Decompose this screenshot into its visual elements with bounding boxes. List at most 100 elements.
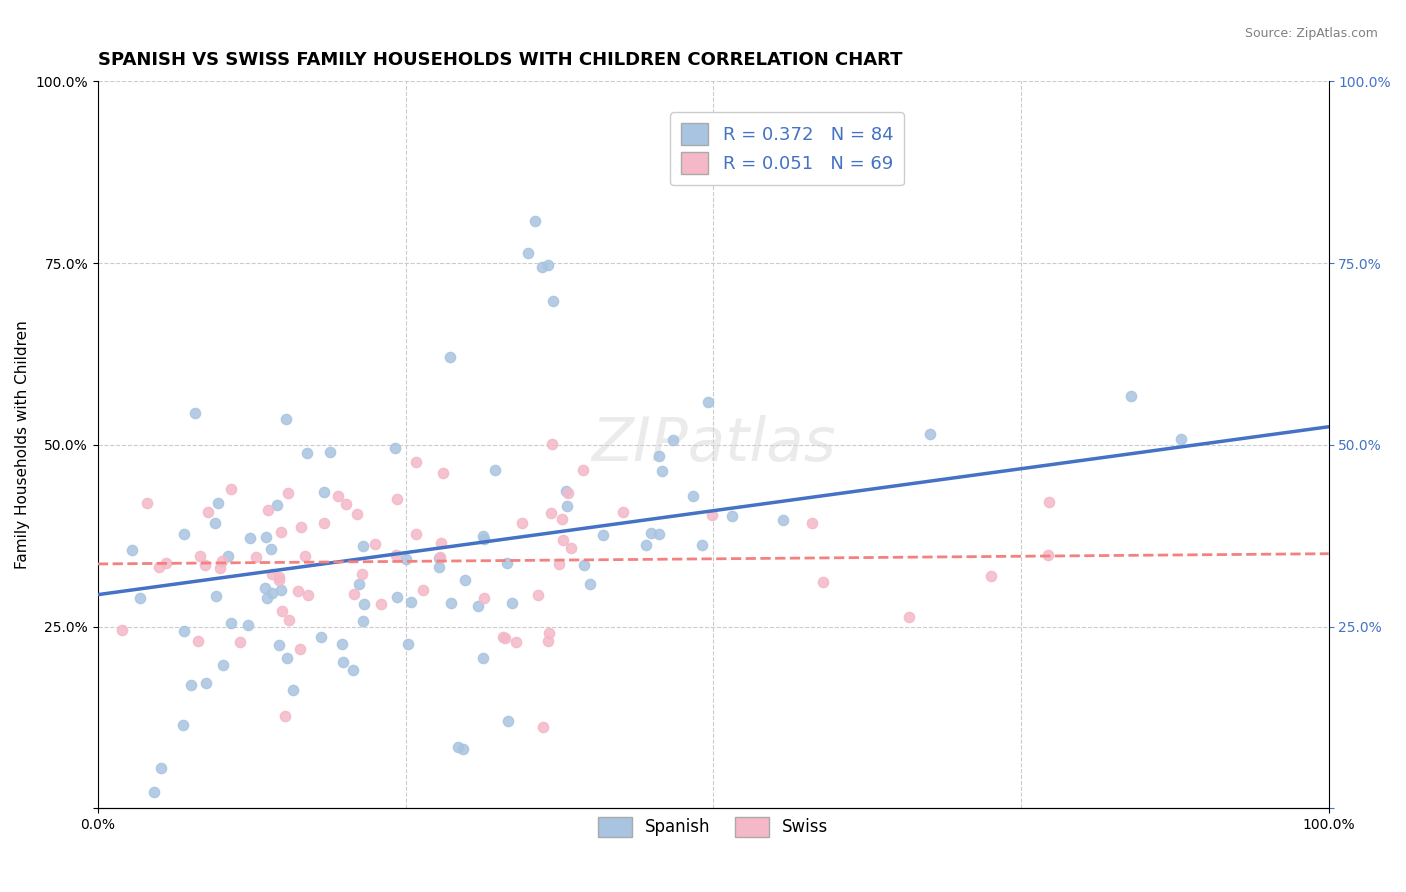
- Point: [347, 577, 370, 591]
- Point: [211, 554, 233, 568]
- Point: [405, 455, 427, 469]
- Point: [384, 548, 406, 562]
- Point: [467, 599, 489, 613]
- Point: [194, 558, 217, 573]
- Point: [384, 442, 406, 456]
- Point: [555, 484, 578, 499]
- Point: [472, 591, 495, 605]
- Point: [297, 588, 319, 602]
- Point: [290, 519, 312, 533]
- Point: [342, 663, 364, 677]
- Text: Source: ZipAtlas.com: Source: ZipAtlas.com: [1244, 27, 1378, 40]
- Point: [195, 676, 218, 690]
- Point: [353, 615, 375, 629]
- Point: [412, 583, 434, 598]
- Point: [212, 658, 235, 673]
- Point: [328, 489, 350, 503]
- Point: [276, 412, 298, 426]
- Point: [557, 486, 579, 500]
- Point: [772, 513, 794, 527]
- Point: [471, 529, 494, 543]
- Point: [484, 463, 506, 477]
- Point: [172, 718, 194, 732]
- Point: [353, 597, 375, 611]
- Point: [495, 556, 517, 570]
- Point: [217, 549, 239, 564]
- Point: [427, 550, 450, 565]
- Point: [690, 538, 713, 552]
- Point: [537, 633, 560, 648]
- Point: [343, 587, 366, 601]
- Point: [266, 498, 288, 512]
- Point: [501, 596, 523, 610]
- Point: [696, 394, 718, 409]
- Point: [319, 445, 342, 459]
- Point: [918, 426, 941, 441]
- Point: [121, 543, 143, 558]
- Point: [352, 539, 374, 553]
- Point: [405, 527, 427, 541]
- Point: [572, 463, 595, 477]
- Point: [204, 516, 226, 530]
- Point: [432, 466, 454, 480]
- Point: [510, 516, 533, 531]
- Point: [184, 406, 207, 420]
- Point: [274, 709, 297, 723]
- Point: [346, 507, 368, 521]
- Point: [395, 552, 418, 566]
- Point: [541, 437, 564, 451]
- Point: [267, 570, 290, 584]
- Point: [238, 618, 260, 632]
- Point: [572, 558, 595, 573]
- Point: [269, 639, 291, 653]
- Point: [399, 595, 422, 609]
- Point: [290, 642, 312, 657]
- Point: [188, 549, 211, 563]
- Point: [439, 350, 461, 364]
- Point: [547, 557, 569, 571]
- Point: [385, 492, 408, 507]
- Point: [429, 550, 451, 565]
- Point: [260, 586, 283, 600]
- Point: [721, 509, 744, 524]
- Point: [396, 637, 419, 651]
- Point: [311, 630, 333, 644]
- Point: [682, 489, 704, 503]
- Point: [332, 655, 354, 669]
- Point: [648, 450, 671, 464]
- Point: [149, 761, 172, 775]
- Point: [524, 214, 547, 228]
- Point: [560, 541, 582, 555]
- Point: [662, 433, 685, 447]
- Point: [312, 516, 335, 530]
- Point: [180, 678, 202, 692]
- Point: [239, 531, 262, 545]
- Point: [592, 528, 614, 542]
- Point: [270, 583, 292, 598]
- Point: [385, 590, 408, 604]
- Point: [494, 631, 516, 645]
- Point: [260, 566, 283, 581]
- Point: [612, 505, 634, 519]
- Point: [278, 613, 301, 627]
- Point: [550, 512, 572, 526]
- Point: [700, 508, 723, 522]
- Point: [219, 615, 242, 630]
- Point: [148, 560, 170, 574]
- Point: [474, 533, 496, 547]
- Point: [173, 624, 195, 639]
- Point: [551, 533, 574, 548]
- Point: [335, 497, 357, 511]
- Point: [221, 482, 243, 496]
- Point: [640, 526, 662, 541]
- Point: [579, 577, 602, 591]
- Point: [277, 485, 299, 500]
- Point: [143, 785, 166, 799]
- Point: [352, 566, 374, 581]
- Point: [271, 604, 294, 618]
- Point: [451, 742, 474, 756]
- Point: [531, 720, 554, 734]
- Point: [430, 536, 453, 550]
- Point: [447, 739, 470, 754]
- Point: [294, 549, 316, 563]
